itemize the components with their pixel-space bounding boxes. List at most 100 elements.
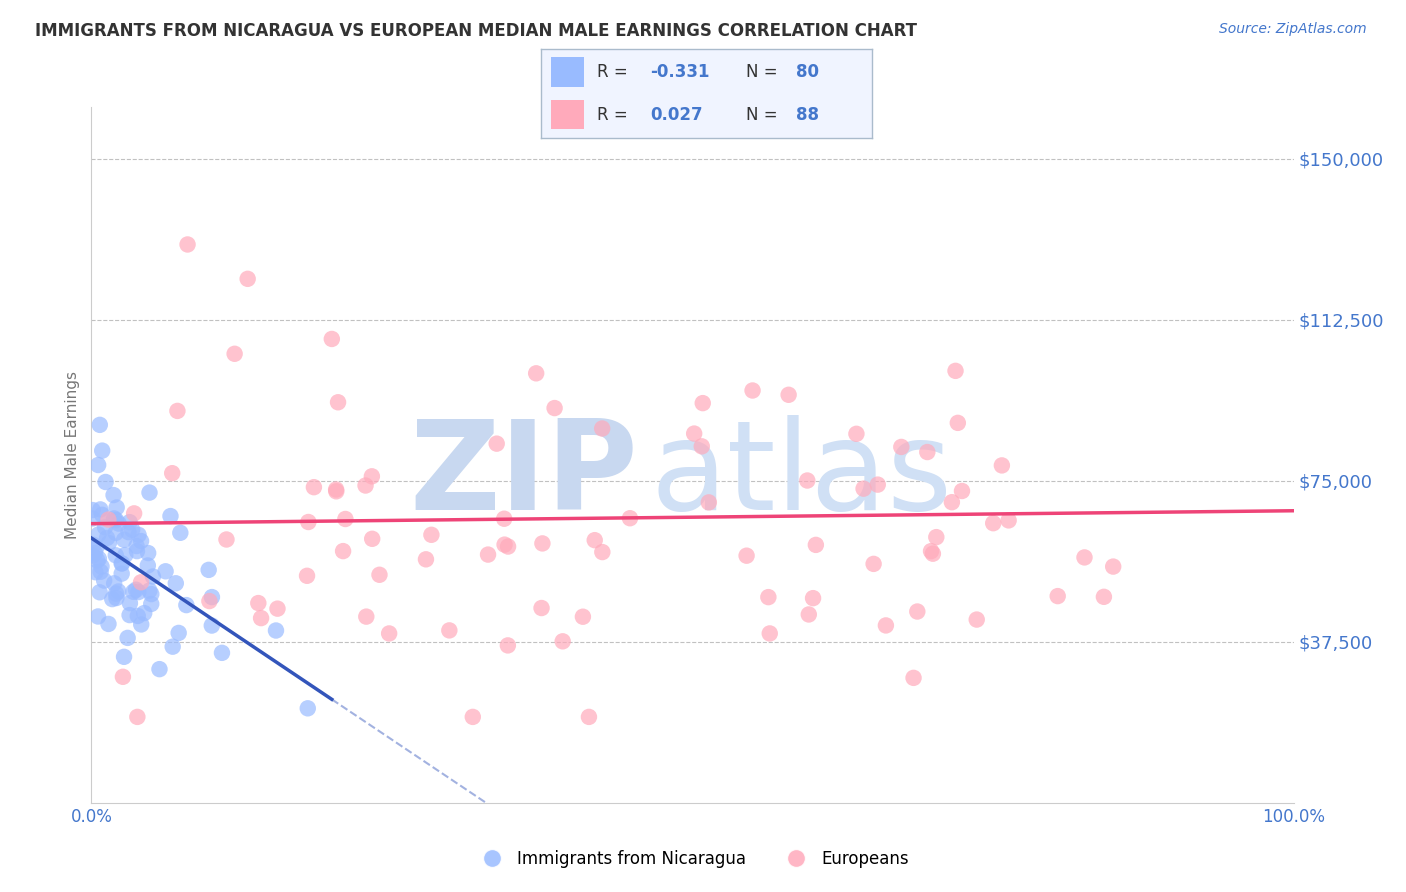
Text: atlas: atlas <box>651 416 952 536</box>
Point <box>335 512 357 526</box>
Point <box>176 237 198 252</box>
Point <box>86 553 108 567</box>
Text: ZIP: ZIP <box>409 416 638 536</box>
Point <box>112 649 135 664</box>
Point <box>543 401 565 415</box>
Point <box>165 576 187 591</box>
Point <box>111 566 134 581</box>
Point <box>325 484 347 499</box>
Point <box>378 626 401 640</box>
Point <box>89 502 111 516</box>
Point <box>103 511 125 525</box>
Text: Source: ZipAtlas.com: Source: ZipAtlas.com <box>1219 22 1367 37</box>
Point <box>87 527 110 541</box>
Point <box>485 436 508 450</box>
Point <box>496 639 519 653</box>
Point <box>325 483 347 497</box>
Point <box>211 646 233 660</box>
Point <box>945 364 967 378</box>
Point <box>477 548 499 562</box>
Point <box>125 582 148 597</box>
Point <box>111 557 134 571</box>
Point <box>496 540 519 554</box>
Point <box>1073 550 1095 565</box>
Point <box>84 566 107 580</box>
Point <box>741 384 763 398</box>
Point <box>326 395 349 409</box>
Point <box>128 528 150 542</box>
Point <box>176 598 198 612</box>
Point <box>925 530 948 544</box>
Point <box>266 601 288 615</box>
Text: R =: R = <box>598 106 634 124</box>
Point <box>121 523 143 537</box>
Point <box>129 575 152 590</box>
Point <box>141 587 163 601</box>
Point <box>105 513 128 527</box>
Point <box>160 466 183 480</box>
Point <box>368 567 391 582</box>
Point <box>236 272 259 286</box>
Point <box>354 478 377 492</box>
Point <box>758 626 780 640</box>
Point <box>142 569 165 583</box>
Point <box>302 480 325 494</box>
Point <box>107 584 129 599</box>
Point <box>111 557 134 571</box>
Point <box>136 546 159 560</box>
Text: 88: 88 <box>796 106 818 124</box>
Point <box>224 347 246 361</box>
Point <box>356 609 378 624</box>
Point <box>82 503 104 517</box>
Point <box>105 586 128 600</box>
Text: N =: N = <box>747 63 783 81</box>
Point <box>162 640 184 654</box>
Point <box>114 548 136 562</box>
Point <box>87 609 110 624</box>
Point <box>155 564 177 578</box>
Point <box>136 558 159 573</box>
Point <box>127 710 149 724</box>
Point <box>82 511 104 525</box>
Legend: Immigrants from Nicaragua, Europeans: Immigrants from Nicaragua, Europeans <box>470 843 915 874</box>
Point <box>1092 590 1115 604</box>
Point <box>981 516 1004 531</box>
Point <box>297 515 319 529</box>
Point <box>122 507 145 521</box>
Point <box>148 662 170 676</box>
Point <box>138 583 160 598</box>
Point <box>89 585 111 599</box>
Point <box>118 596 141 610</box>
Point <box>118 515 141 529</box>
Point <box>84 546 107 560</box>
Point <box>134 606 156 620</box>
Point <box>530 601 553 615</box>
Y-axis label: Median Male Earnings: Median Male Earnings <box>65 371 80 539</box>
Point <box>591 421 613 435</box>
Point <box>104 525 127 540</box>
Point <box>197 563 219 577</box>
Point <box>159 509 181 524</box>
Point <box>112 533 135 547</box>
Point <box>87 552 110 566</box>
Point <box>118 608 141 623</box>
Point <box>905 605 928 619</box>
Point <box>735 549 758 563</box>
Point <box>101 592 124 607</box>
Point <box>129 617 152 632</box>
Point <box>866 477 889 491</box>
Point <box>117 631 139 645</box>
Text: -0.331: -0.331 <box>651 63 710 81</box>
Point <box>797 607 820 622</box>
Point <box>796 474 818 488</box>
Point <box>105 500 128 515</box>
Text: 80: 80 <box>796 63 818 81</box>
Point <box>297 701 319 715</box>
Point <box>415 552 437 566</box>
Point <box>111 670 134 684</box>
Point <box>84 541 107 555</box>
Point <box>107 516 129 531</box>
Point <box>295 569 318 583</box>
Point <box>167 626 190 640</box>
Point <box>804 538 827 552</box>
